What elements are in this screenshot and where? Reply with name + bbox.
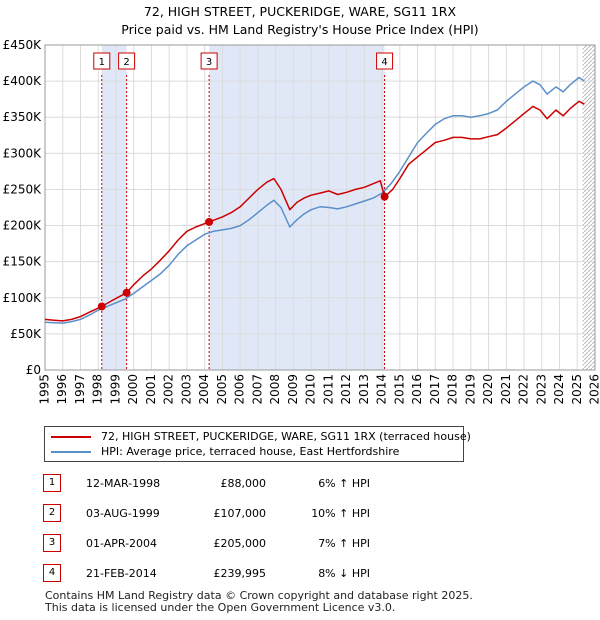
sale-price: £88,000 (220, 477, 267, 490)
sale-hpi-change: 6% ↑ HPI (318, 477, 370, 490)
sale-label-box (376, 52, 394, 70)
x-tick-label: 1995 (38, 374, 52, 405)
sale-label-text: 3 (206, 57, 212, 68)
x-tick-label: 2026 (588, 374, 600, 405)
sale-label-box (200, 52, 218, 70)
x-tick-label: 2013 (357, 374, 371, 405)
x-tick-label: 2010 (304, 374, 318, 405)
property-price-line (44, 100, 585, 322)
x-tick-label: 2017 (428, 374, 442, 405)
x-tick-label: 2023 (534, 374, 548, 405)
sale-date: 21-FEB-2014 (86, 567, 157, 580)
plot-frame (44, 44, 596, 371)
sale-point (97, 302, 106, 311)
table-row: 3 01-APR-2004 £205,000 7% ↑ HPI (0, 534, 600, 552)
y-tick-label: £100K (3, 291, 43, 305)
x-tick-label: 2011 (321, 374, 335, 405)
shaded-period (101, 45, 127, 370)
attribution-footer: Contains HM Land Registry data © Crown c… (45, 590, 473, 614)
legend-swatch-property (51, 436, 91, 438)
sale-label-text: 4 (381, 57, 387, 68)
x-tick-label: 2012 (339, 374, 353, 405)
x-tick-label: 2000 (126, 374, 140, 405)
sale-label-text: 2 (123, 57, 129, 68)
legend: 72, HIGH STREET, PUCKERIDGE, WARE, SG11 … (44, 426, 471, 462)
x-tick-label: 2022 (517, 374, 531, 405)
legend-label-property: 72, HIGH STREET, PUCKERIDGE, WARE, SG11 … (101, 430, 471, 443)
x-tick-label: 2003 (179, 374, 193, 405)
y-tick-label: £0 (26, 363, 41, 377)
legend-item-hpi: HPI: Average price, terraced house, East… (51, 445, 399, 459)
chart-title-block: 72, HIGH STREET, PUCKERIDGE, WARE, SG11 … (0, 3, 600, 39)
legend-label-hpi: HPI: Average price, terraced house, East… (101, 445, 400, 458)
sale-number-badge: 4 (43, 564, 61, 582)
sale-hpi-change: 8% ↓ HPI (318, 567, 370, 580)
y-tick-label: £350K (3, 110, 43, 124)
price-chart: £0 £50K £100K £150K £200K £250K £300K £350K £400… (3, 38, 600, 405)
hpi-line (44, 76, 585, 324)
sale-date: 12-MAR-1998 (86, 477, 161, 490)
shaded-period (209, 45, 385, 370)
sale-label-text: 1 (99, 57, 105, 68)
sale-number-badge: 2 (43, 504, 61, 522)
sale-hpi-change: 10% ↑ HPI (311, 507, 370, 520)
sale-number-badge: 3 (43, 534, 61, 552)
attribution-line-1: Contains HM Land Registry data © Crown c… (45, 589, 473, 602)
sale-date: 01-APR-2004 (86, 537, 158, 550)
y-tick-label: £250K (3, 182, 43, 196)
sale-point (380, 192, 389, 201)
x-tick-label: 2006 (233, 374, 247, 405)
x-tick-label: 1998 (91, 374, 105, 405)
x-tick-label: 2018 (446, 374, 460, 405)
sale-price: £239,995 (213, 567, 267, 580)
sale-point (122, 288, 131, 297)
x-tick-label: 2016 (410, 374, 424, 405)
x-tick-label: 1996 (55, 374, 69, 405)
attribution-line-2: This data is licensed under the Open Gov… (45, 601, 396, 614)
x-tick-label: 2002 (162, 374, 176, 405)
legend-item-property: 72, HIGH STREET, PUCKERIDGE, WARE, SG11 … (51, 430, 471, 444)
sale-hpi-change: 7% ↑ HPI (318, 537, 370, 550)
sale-price: £205,000 (213, 537, 267, 550)
sale-price: £107,000 (213, 507, 267, 520)
y-tick-label: £150K (3, 255, 43, 269)
sale-point (205, 217, 214, 226)
x-tick-label: 2020 (481, 374, 495, 405)
x-tick-label: 2004 (197, 374, 211, 405)
x-tick-label: 2019 (463, 374, 477, 405)
x-tick-label: 2025 (570, 374, 584, 405)
x-tick-label: 2024 (552, 374, 566, 405)
sale-label-box (93, 52, 111, 70)
x-tick-label: 2008 (268, 374, 282, 405)
table-row: 1 12-MAR-1998 £88,000 6% ↑ HPI (0, 474, 600, 492)
legend-swatch-hpi (51, 451, 91, 453)
x-tick-label: 2015 (392, 374, 406, 405)
sale-date: 03-AUG-1999 (86, 507, 160, 520)
x-tick-label: 1999 (108, 374, 122, 405)
table-row: 4 21-FEB-2014 £239,995 8% ↓ HPI (0, 564, 600, 582)
y-tick-label: £400K (3, 74, 43, 88)
sale-label-box (118, 52, 136, 70)
x-tick-label: 2001 (144, 374, 158, 405)
forecast-hatch (582, 45, 595, 370)
chart-subtitle: Price paid vs. HM Land Registry's House … (121, 22, 479, 37)
x-tick-label: 1997 (73, 374, 87, 405)
y-tick-label: £450K (3, 38, 43, 52)
y-tick-label: £300K (3, 146, 43, 160)
x-tick-label: 2009 (286, 374, 300, 405)
x-tick-label: 2005 (215, 374, 229, 405)
sale-number-badge: 1 (43, 474, 61, 492)
chart-title: 72, HIGH STREET, PUCKERIDGE, WARE, SG11 … (143, 4, 457, 19)
x-tick-label: 2007 (250, 374, 264, 405)
table-row: 2 03-AUG-1999 £107,000 10% ↑ HPI (0, 504, 600, 522)
x-tick-label: 2021 (499, 374, 513, 405)
y-tick-label: £200K (3, 219, 43, 233)
y-tick-label: £50K (10, 327, 42, 341)
x-tick-label: 2014 (375, 374, 389, 405)
